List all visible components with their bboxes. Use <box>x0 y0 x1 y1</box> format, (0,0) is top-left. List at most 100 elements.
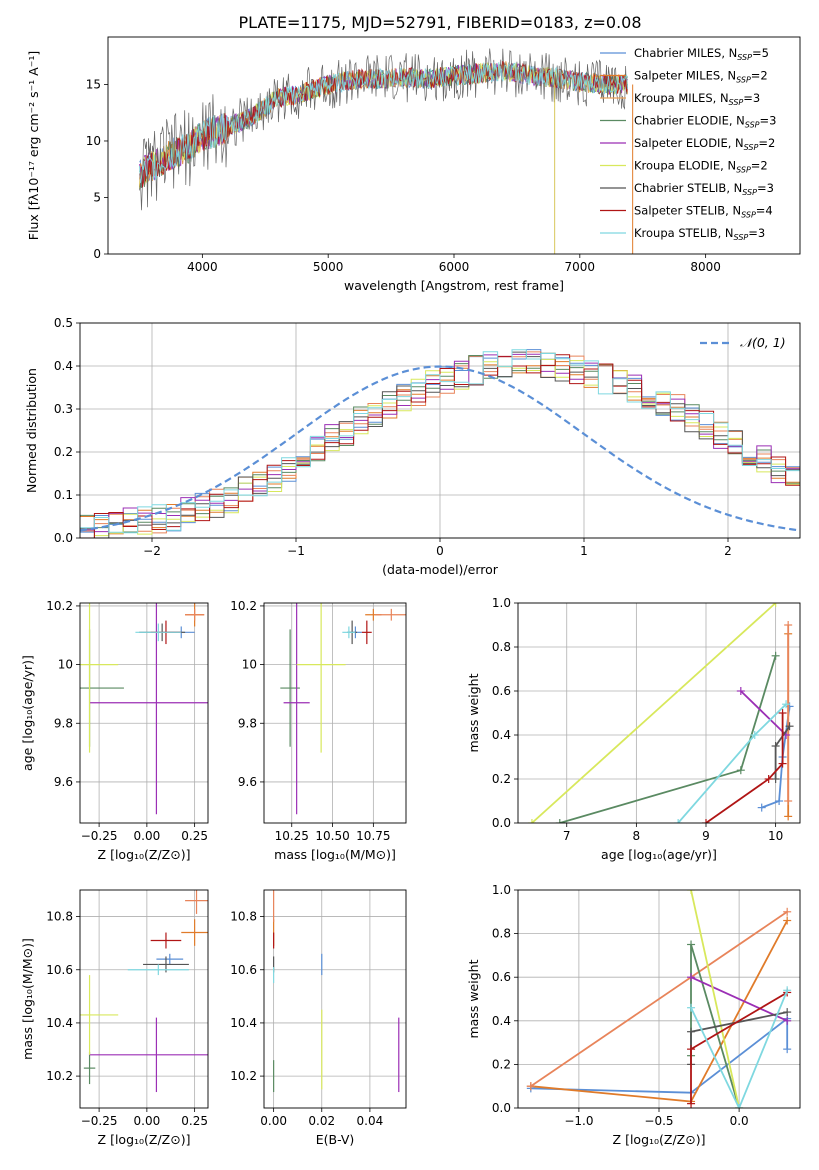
plot-area <box>139 48 634 254</box>
plot-area <box>273 890 400 1093</box>
y-tick-label: 0.8 <box>492 640 511 654</box>
y-tick-label: 0.0 <box>54 531 73 545</box>
y-tick-label: 0.4 <box>54 359 73 373</box>
y-tick-label: 10 <box>86 134 101 148</box>
x-tick-label: 2 <box>724 544 732 558</box>
histogram-step <box>80 349 800 534</box>
chart-spectrum: 4000 5000 6000 7000 8000 0 5 10 15 wavelength [An… <box>26 36 801 293</box>
histogram-step <box>80 351 800 538</box>
legend-label: Kroupa STELIB, NSSP=3 <box>634 226 765 242</box>
y-tick-label: 0.1 <box>54 488 73 502</box>
plot-area <box>80 349 800 538</box>
y-tick-label: 10 <box>58 658 73 672</box>
x-tick-label: 4000 <box>187 260 218 274</box>
weight-line <box>690 976 788 1022</box>
y-tick-label: 0.0 <box>492 816 511 830</box>
axes-frame <box>79 889 209 1109</box>
plot-area <box>80 603 208 815</box>
y-tick-label: 9.6 <box>238 775 257 789</box>
y-tick-label: 9.8 <box>54 716 73 730</box>
x-axis-label: Z [log₁₀(Z/Z⊙)] <box>98 847 191 862</box>
y-axis-label: Flux [fλ10⁻¹⁷ erg cm⁻² s⁻¹ A⁻¹] <box>26 51 41 240</box>
axes-frame <box>517 889 801 1109</box>
y-tick-label: 0.8 <box>492 927 511 941</box>
weight-line <box>531 603 777 823</box>
plot-area <box>80 890 208 1093</box>
chart-mass-vs-Z: −0.25 0.00 0.25 10.2 10.4 10.6 10.8 Z [log₁₀(Z/… <box>20 889 209 1147</box>
figure-title: PLATE=1175, MJD=52791, FIBERID=0183, z=0… <box>238 13 641 32</box>
axes-frame <box>107 36 801 255</box>
y-tick-label: 0.2 <box>492 1057 511 1071</box>
x-tick-label: 7 <box>563 829 571 843</box>
y-tick-label: 0.6 <box>492 684 511 698</box>
y-tick-label: 10.2 <box>46 1069 73 1083</box>
y-tick-label: 10.4 <box>230 1016 257 1030</box>
x-tick-label: 0.0 <box>730 1114 749 1128</box>
x-tick-label: 0.25 <box>181 829 208 843</box>
x-tick-label: 8000 <box>690 260 721 274</box>
axes-frame <box>263 602 407 824</box>
x-axis-label: Z [log₁₀(Z/Z⊙)] <box>613 1132 706 1147</box>
y-tick-label: 10 <box>242 658 257 672</box>
y-axis-label: mass weight <box>466 673 481 752</box>
x-tick-label: 10 <box>768 829 783 843</box>
x-tick-label: 10.50 <box>315 829 349 843</box>
y-axis-label: Normed distribution <box>24 368 39 493</box>
x-tick-label: 0 <box>436 544 444 558</box>
chart-weight-vs-Z: −1.0 −0.5 0.0 0.0 0.2 0.4 0.6 0.8 1.0 Z [log₁₀(Z/… <box>466 883 801 1147</box>
y-tick-label: 9.8 <box>238 716 257 730</box>
y-tick-label: 10.2 <box>230 599 257 613</box>
y-tick-label: 0.2 <box>54 445 73 459</box>
x-axis-label: age [log₁₀(age/yr)] <box>601 847 717 862</box>
weight-line <box>530 911 788 1087</box>
y-tick-label: 0.3 <box>54 402 73 416</box>
y-tick-label: 0.5 <box>54 316 73 330</box>
y-tick-label: 0.6 <box>492 970 511 984</box>
chart-age-vs-Z: −0.25 0.00 0.25 9.6 9.8 10 10.2 Z [log₁₀(Z/Z⊙)]… <box>20 599 209 862</box>
chart-weight-vs-age: 7 8 9 10 0.0 0.2 0.4 0.6 0.8 1.0 age [log₁₀(age/yr… <box>466 596 801 862</box>
x-tick-label: 5000 <box>313 260 344 274</box>
y-tick-label: 0.0 <box>492 1101 511 1115</box>
y-tick-label: 10.8 <box>46 910 73 924</box>
x-axis-label: Z [log₁₀(Z/Z⊙)] <box>98 1132 191 1147</box>
y-axis-label: mass [log₁₀(M/M⊙)] <box>20 938 35 1060</box>
y-tick-label: 0 <box>93 247 101 261</box>
weight-line <box>705 713 784 823</box>
normal-curve <box>80 365 800 532</box>
x-axis-label: wavelength [Angstrom, rest frame] <box>344 278 564 293</box>
y-tick-label: 10.8 <box>230 910 257 924</box>
legend-label: Chabrier STELIB, NSSP=3 <box>634 181 774 197</box>
plot-area <box>526 890 792 1108</box>
y-tick-label: 1.0 <box>492 596 511 610</box>
x-tick-label: −0.25 <box>81 829 118 843</box>
x-tick-label: 6000 <box>439 260 470 274</box>
x-tick-label: −2 <box>143 544 161 558</box>
legend-label: Kroupa MILES, NSSP=3 <box>634 91 760 107</box>
weight-line <box>690 989 789 1108</box>
x-tick-label: 10.25 <box>275 829 309 843</box>
chart-residuals: −2 −1 0 1 2 0.0 0.1 0.2 0.3 0.4 0.5 (data-model)/er… <box>24 316 801 577</box>
x-tick-label: 1 <box>580 544 588 558</box>
legend-label: Chabrier MILES, NSSP=5 <box>634 46 769 62</box>
weight-line <box>530 1016 789 1094</box>
plot-area <box>527 603 794 823</box>
y-tick-label: 5 <box>93 190 101 204</box>
y-tick-label: 10.6 <box>46 963 73 977</box>
x-tick-label: 0.04 <box>357 1114 384 1128</box>
x-axis-label: (data-model)/error <box>382 562 499 577</box>
y-tick-label: 0.4 <box>492 728 511 742</box>
y-tick-label: 15 <box>86 77 101 91</box>
histogram-step <box>80 353 800 533</box>
y-tick-label: 10.4 <box>46 1016 73 1030</box>
chart-age-vs-mass: 10.25 10.50 10.75 9.6 9.8 10 10.2 mass [log₁₀(M… <box>230 599 407 862</box>
x-tick-label: 10.75 <box>356 829 390 843</box>
x-tick-label: 0.00 <box>134 829 161 843</box>
x-tick-label: 0.00 <box>260 1114 287 1128</box>
y-tick-label: 1.0 <box>492 883 511 897</box>
plot-area <box>280 603 406 815</box>
x-tick-label: −1.0 <box>564 1114 593 1128</box>
legend-label: 𝒩(0, 1) <box>740 335 786 350</box>
x-tick-label: 7000 <box>565 260 596 274</box>
